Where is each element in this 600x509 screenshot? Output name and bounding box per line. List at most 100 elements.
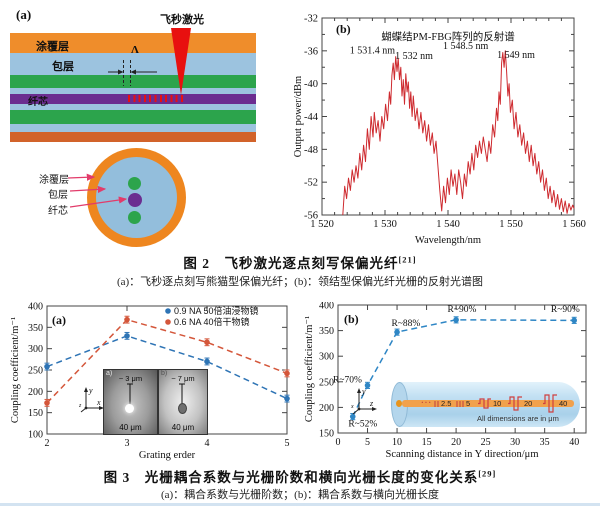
y-tick-label: -32: [304, 14, 318, 25]
grating-mark-5-icon: [456, 401, 464, 407]
chart-title: 蝴蝶结PM-FBG阵列的反射谱: [381, 30, 515, 43]
x-tick-label: 1 560: [562, 219, 586, 230]
layer-stress-rod-1: [10, 75, 256, 88]
stress-rod-dot-top: [128, 177, 141, 190]
legend-marker: [165, 308, 171, 314]
x-tick-label: 40: [569, 437, 579, 448]
x-tick-label: 10: [392, 437, 402, 448]
reflection-spectrum-chart: 1 520 1 530 1 540 1 550 1 560 -32 -36 -40 -44 -48…: [293, 14, 586, 247]
point-label: R~52%: [348, 419, 377, 429]
legend-label: 0.6 NA 40倍干物镜: [174, 316, 250, 327]
layer-cladding-4: [10, 124, 256, 132]
point-label: R~90%: [448, 305, 477, 315]
data-point-marker: [204, 339, 210, 346]
y-tick-label: 400: [28, 302, 43, 313]
y-tick-label: -56: [304, 211, 318, 222]
x-tick-label: 3: [125, 438, 130, 449]
y-tick-label: 150: [28, 408, 43, 419]
peak-annotation: 1 531.4 nm: [350, 45, 396, 56]
dim-label-2p5: 2.5: [441, 399, 452, 408]
svg-text:z: z: [79, 403, 82, 409]
x-axis-label: Grating erder: [139, 450, 196, 461]
cross-core-label: 纤芯: [48, 206, 68, 217]
peak-annotation: 1 548.5 nm: [443, 41, 489, 52]
x-tick-label: 35: [540, 437, 550, 448]
layer-stress-rod-2: [10, 110, 256, 124]
micro-a-scale-label: 40 μm: [119, 423, 142, 432]
y-axis-label: Output power/dBm: [293, 76, 304, 157]
fig2-panel-a-label: (a): [16, 7, 32, 22]
y-tick-label: 200: [28, 387, 43, 398]
data-point-marker: [453, 317, 459, 323]
grating-wave-20-icon: [508, 396, 522, 411]
stress-rod-dot-bottom: [128, 211, 141, 224]
fig3-caption-ref: [29]: [478, 468, 497, 479]
page-bottom-divider: [0, 503, 600, 506]
layer-coating-top: [10, 33, 256, 53]
coupling-vs-distance-chart: 0 5 10 15 20 25 30 35 40 150 200 250 300 350 400 Scanni…: [304, 302, 587, 460]
x-tick-label: 25: [481, 437, 491, 448]
core-dot: [128, 193, 142, 207]
x-tick-label: 15: [422, 437, 432, 448]
fig2-caption-ref: [21]: [398, 254, 417, 265]
svg-text:x: x: [96, 398, 101, 407]
x-tick-label: 1 520: [310, 219, 334, 230]
legend-label: 0.9 NA 50倍油浸物镜: [174, 305, 259, 316]
layer-cladding-2: [10, 88, 256, 94]
cross-coating-label: 涂覆层: [39, 175, 69, 186]
xyz-axes-icon-b: y z x: [350, 387, 377, 415]
data-point-marker: [44, 363, 50, 370]
y-tick-label: 400: [319, 302, 334, 312]
panel-label: (a): [52, 313, 66, 327]
panel-label: (b): [344, 312, 359, 326]
y-tick-label: -36: [304, 46, 318, 57]
inset-dimensions-note: All dimensions are in μm: [477, 414, 559, 423]
data-point-marker: [284, 395, 290, 402]
y-tick-label: 350: [28, 323, 43, 334]
y-axis-label: Coupling coefficient/m⁻¹: [304, 316, 315, 422]
svg-text:z: z: [369, 399, 374, 408]
peak-annotation: 1 532 nm: [395, 51, 433, 62]
x-tick-label: 30: [510, 437, 520, 448]
micro-b-tag: b): [161, 370, 168, 377]
fig3-caption-title: 光栅耦合系数与光栅阶数和横向光栅长度的变化关系: [144, 470, 479, 485]
y-tick-label: 200: [319, 403, 334, 414]
layer-cladding-1: [10, 53, 256, 75]
fiber-core-end: [396, 400, 402, 407]
micro-a-width-label: ~ 3 μm: [118, 374, 143, 383]
data-point-marker: [204, 358, 210, 365]
fig2-subcaption: (a)：飞秒逐点刻写熊猫型保偏光纤；(b)：领结型保偏光纤光栅的反射光谱图: [116, 276, 484, 288]
fig3-caption-no: 图 3: [103, 470, 131, 485]
fig3-caption: 图 3 光栅耦合系数与光栅阶数和横向光栅长度的变化关系[29]: [0, 466, 600, 486]
spectrum-line: [342, 50, 575, 216]
data-point-marker: [571, 317, 577, 324]
dim-label-5: 5: [466, 399, 471, 408]
void-spot: [125, 404, 134, 413]
data-point-marker: [124, 333, 130, 339]
y-tick-label: 300: [319, 352, 334, 363]
y-tick-label: 250: [28, 366, 43, 377]
ellipsis-dots: ···: [421, 398, 433, 407]
coupling-vs-order-chart: 2 3 4 5 100 150 200 250 300 350 400 Grating erder Co…: [10, 302, 290, 461]
cross-cladding-label: 包层: [48, 190, 68, 201]
y-axis-label: Coupling coefficient/m⁻¹: [10, 317, 21, 423]
x-tick-label: 20: [451, 437, 461, 448]
x-tick-label: 1 530: [373, 219, 397, 230]
grating-period-symbol: Λ: [131, 44, 139, 56]
series-line: [46, 318, 288, 404]
fig2-caption-no: 图 2: [183, 256, 210, 271]
period-dimension-annotation: [108, 60, 157, 86]
svg-text:y: y: [361, 387, 366, 396]
x-axis-label: Scanning distance in Y direction/μm: [386, 449, 539, 460]
micro-b-width-label: ~ 7 μm: [171, 374, 195, 383]
layer-cladding-3: [10, 104, 256, 110]
x-tick-label: 4: [205, 438, 210, 449]
dim-label-10: 10: [493, 399, 502, 408]
dim-label-20: 20: [524, 399, 533, 408]
femtosecond-laser-label: 飞秒激光: [160, 14, 204, 26]
y-tick-label: 100: [28, 430, 43, 441]
grating-wave-40-icon: [543, 394, 557, 413]
legend-marker: [165, 319, 171, 325]
x-tick-label: 1 550: [499, 219, 523, 230]
